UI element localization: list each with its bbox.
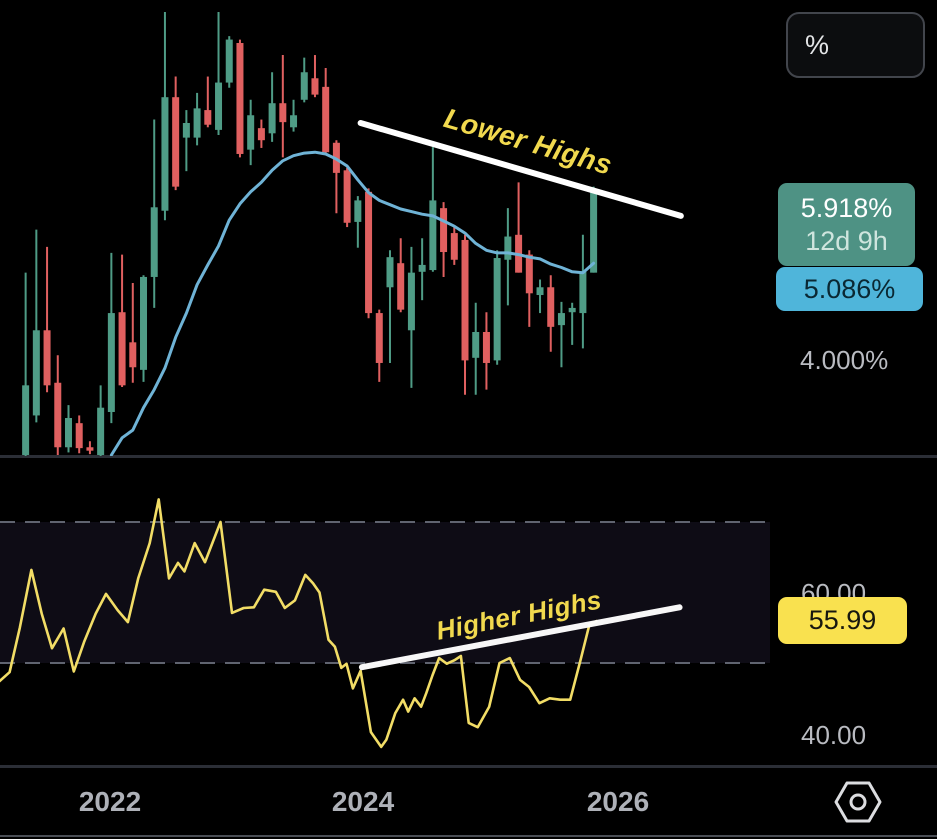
percent-scale-button[interactable]: % (786, 12, 925, 78)
moving-average-line (109, 150, 596, 456)
bar-countdown: 12d 9h (805, 225, 888, 256)
rsi-axis-tick-40: 40.00 (801, 720, 867, 750)
rsi-line (0, 498, 598, 749)
time-axis-label-2026: 2026 (586, 786, 650, 817)
time-axis-label-2024: 2024 (331, 786, 395, 817)
candles-layer (22, 12, 598, 456)
hexagon-eye-icon (834, 781, 882, 823)
screen-bottom-line (0, 835, 937, 837)
lower-highs-trendline[interactable] (357, 119, 684, 219)
time-axis-label-2022: 2022 (78, 786, 142, 817)
price-axis-tick-label: 4.000% (800, 345, 889, 375)
pane-divider-top (0, 455, 937, 458)
chart-settings-button[interactable] (832, 779, 884, 825)
higher-highs-trendline[interactable] (358, 604, 683, 671)
rsi-value-badge: 55.99 (778, 597, 907, 644)
last-price-value: 5.918% (800, 192, 893, 223)
pane-divider-bottom (0, 765, 937, 768)
rsi-band-fill (0, 522, 770, 663)
ma-value-badge: 5.086% (776, 267, 923, 311)
last-price-badge: 5.918% 12d 9h (778, 183, 915, 266)
